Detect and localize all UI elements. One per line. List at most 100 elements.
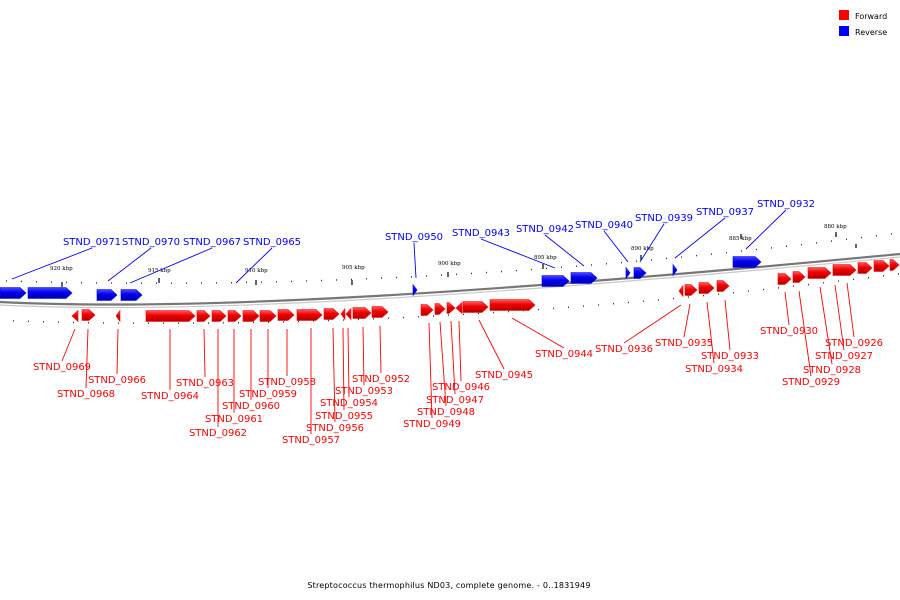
forward-gene-label[interactable]: STND_0966 <box>88 375 146 386</box>
forward-gene-label[interactable]: STND_0958 <box>258 377 316 388</box>
forward-gene[interactable] <box>434 303 446 315</box>
forward-gene-label[interactable]: STND_0964 <box>141 391 199 402</box>
forward-gene[interactable] <box>807 267 832 279</box>
label-leader <box>129 247 213 284</box>
forward-gene[interactable] <box>259 310 277 322</box>
forward-gene-label[interactable]: STND_0933 <box>701 351 759 362</box>
forward-gene[interactable] <box>678 284 684 298</box>
forward-gene[interactable] <box>242 310 260 322</box>
reverse-gene-label[interactable]: STND_0932 <box>757 199 815 210</box>
forward-gene-label[interactable]: STND_0961 <box>205 414 263 425</box>
forward-gene-label[interactable]: STND_0934 <box>685 364 743 375</box>
forward-gene[interactable] <box>792 271 806 283</box>
forward-gene-label[interactable]: STND_0935 <box>655 338 713 349</box>
forward-gene[interactable] <box>345 307 352 321</box>
reverse-gene[interactable] <box>120 289 143 301</box>
reverse-gene-label[interactable]: STND_0950 <box>385 232 443 243</box>
reverse-gene-label[interactable]: STND_0971 <box>63 237 121 248</box>
reverse-gene[interactable] <box>27 287 73 299</box>
forward-gene-label[interactable]: STND_0968 <box>57 389 115 400</box>
forward-gene-label[interactable]: STND_0952 <box>352 374 410 385</box>
label-leader <box>623 304 682 344</box>
forward-gene-label[interactable]: STND_0948 <box>417 407 475 418</box>
forward-gene[interactable] <box>455 301 463 315</box>
forward-gene[interactable] <box>211 310 227 322</box>
forward-gene-label[interactable]: STND_0946 <box>432 382 490 393</box>
minor-tick <box>231 281 232 284</box>
reverse-gene-label[interactable]: STND_0970 <box>122 237 180 248</box>
forward-gene[interactable] <box>873 260 890 272</box>
forward-gene-label[interactable]: STND_0969 <box>33 362 91 373</box>
forward-gene[interactable] <box>716 280 730 292</box>
forward-gene-label[interactable]: STND_0953 <box>335 386 393 397</box>
minor-tick <box>883 275 884 277</box>
minor-tick <box>478 312 479 315</box>
reverse-gene[interactable] <box>732 256 762 268</box>
forward-gene-label[interactable]: STND_0963 <box>176 378 234 389</box>
forward-gene[interactable] <box>857 262 873 274</box>
forward-gene-label[interactable]: STND_0955 <box>315 411 373 422</box>
reverse-gene-label[interactable]: STND_0967 <box>183 237 241 248</box>
forward-gene[interactable] <box>371 306 389 318</box>
forward-gene-label[interactable]: STND_0959 <box>239 389 297 400</box>
forward-gene-label[interactable]: STND_0954 <box>320 398 378 409</box>
reverse-gene[interactable] <box>0 287 27 299</box>
forward-gene[interactable] <box>115 309 121 323</box>
forward-gene[interactable] <box>777 273 792 285</box>
reverse-gene-label[interactable]: STND_0939 <box>635 213 693 224</box>
forward-gene[interactable] <box>145 310 196 322</box>
forward-gene-label[interactable]: STND_0926 <box>825 338 883 349</box>
forward-gene[interactable] <box>698 282 715 294</box>
forward-gene[interactable] <box>296 309 323 321</box>
forward-gene-label[interactable]: STND_0936 <box>595 344 653 355</box>
forward-gene[interactable] <box>352 307 372 319</box>
forward-gene-label[interactable]: STND_0928 <box>803 365 861 376</box>
forward-gene-label[interactable]: STND_0957 <box>282 435 340 446</box>
forward-gene[interactable] <box>420 304 434 316</box>
forward-gene[interactable] <box>277 309 295 321</box>
minor-tick <box>786 245 787 247</box>
reverse-gene-label[interactable]: STND_0965 <box>243 237 301 248</box>
minor-tick <box>778 287 779 289</box>
forward-gene-label[interactable]: STND_0930 <box>760 326 818 337</box>
forward-gene[interactable] <box>684 284 698 296</box>
forward-gene[interactable] <box>489 299 536 311</box>
reverse-gene[interactable] <box>541 275 570 287</box>
forward-gene[interactable] <box>227 310 242 322</box>
forward-gene[interactable] <box>196 310 211 322</box>
forward-gene[interactable] <box>889 259 900 271</box>
reverse-gene-label[interactable]: STND_0943 <box>452 228 510 239</box>
forward-gene[interactable] <box>340 307 346 321</box>
minor-tick <box>276 281 277 283</box>
forward-gene[interactable] <box>446 302 456 314</box>
reverse-gene[interactable] <box>96 289 118 301</box>
minor-tick <box>711 253 712 255</box>
forward-gene-label[interactable]: STND_0944 <box>535 349 593 360</box>
forward-gene-label[interactable]: STND_0960 <box>222 401 280 412</box>
minor-tick <box>733 291 734 294</box>
forward-gene[interactable] <box>462 301 489 313</box>
forward-gene[interactable] <box>81 309 96 321</box>
reverse-gene-label[interactable]: STND_0937 <box>696 207 754 218</box>
forward-gene[interactable] <box>323 308 340 320</box>
forward-gene-label[interactable]: STND_0927 <box>815 351 873 362</box>
forward-gene-label[interactable]: STND_0956 <box>306 423 364 434</box>
forward-gene-label[interactable]: STND_0949 <box>403 419 461 430</box>
forward-gene[interactable] <box>71 309 79 323</box>
forward-gene-label[interactable]: STND_0947 <box>426 395 484 406</box>
reverse-gene[interactable] <box>412 283 418 297</box>
reverse-gene[interactable] <box>633 267 647 279</box>
reverse-gene-label[interactable]: STND_0942 <box>516 224 574 235</box>
label-leader <box>724 299 731 351</box>
forward-gene[interactable] <box>832 264 857 276</box>
minor-tick <box>96 282 97 284</box>
minor-tick <box>598 304 599 306</box>
forward-gene-label[interactable]: STND_0929 <box>782 377 840 388</box>
forward-gene-label[interactable]: STND_0945 <box>475 370 533 381</box>
minor-tick <box>246 281 247 284</box>
reverse-gene[interactable] <box>570 272 598 284</box>
reverse-gene[interactable] <box>625 266 631 280</box>
reverse-gene[interactable] <box>672 263 678 277</box>
forward-gene-label[interactable]: STND_0962 <box>189 428 247 439</box>
reverse-gene-label[interactable]: STND_0940 <box>575 220 633 231</box>
